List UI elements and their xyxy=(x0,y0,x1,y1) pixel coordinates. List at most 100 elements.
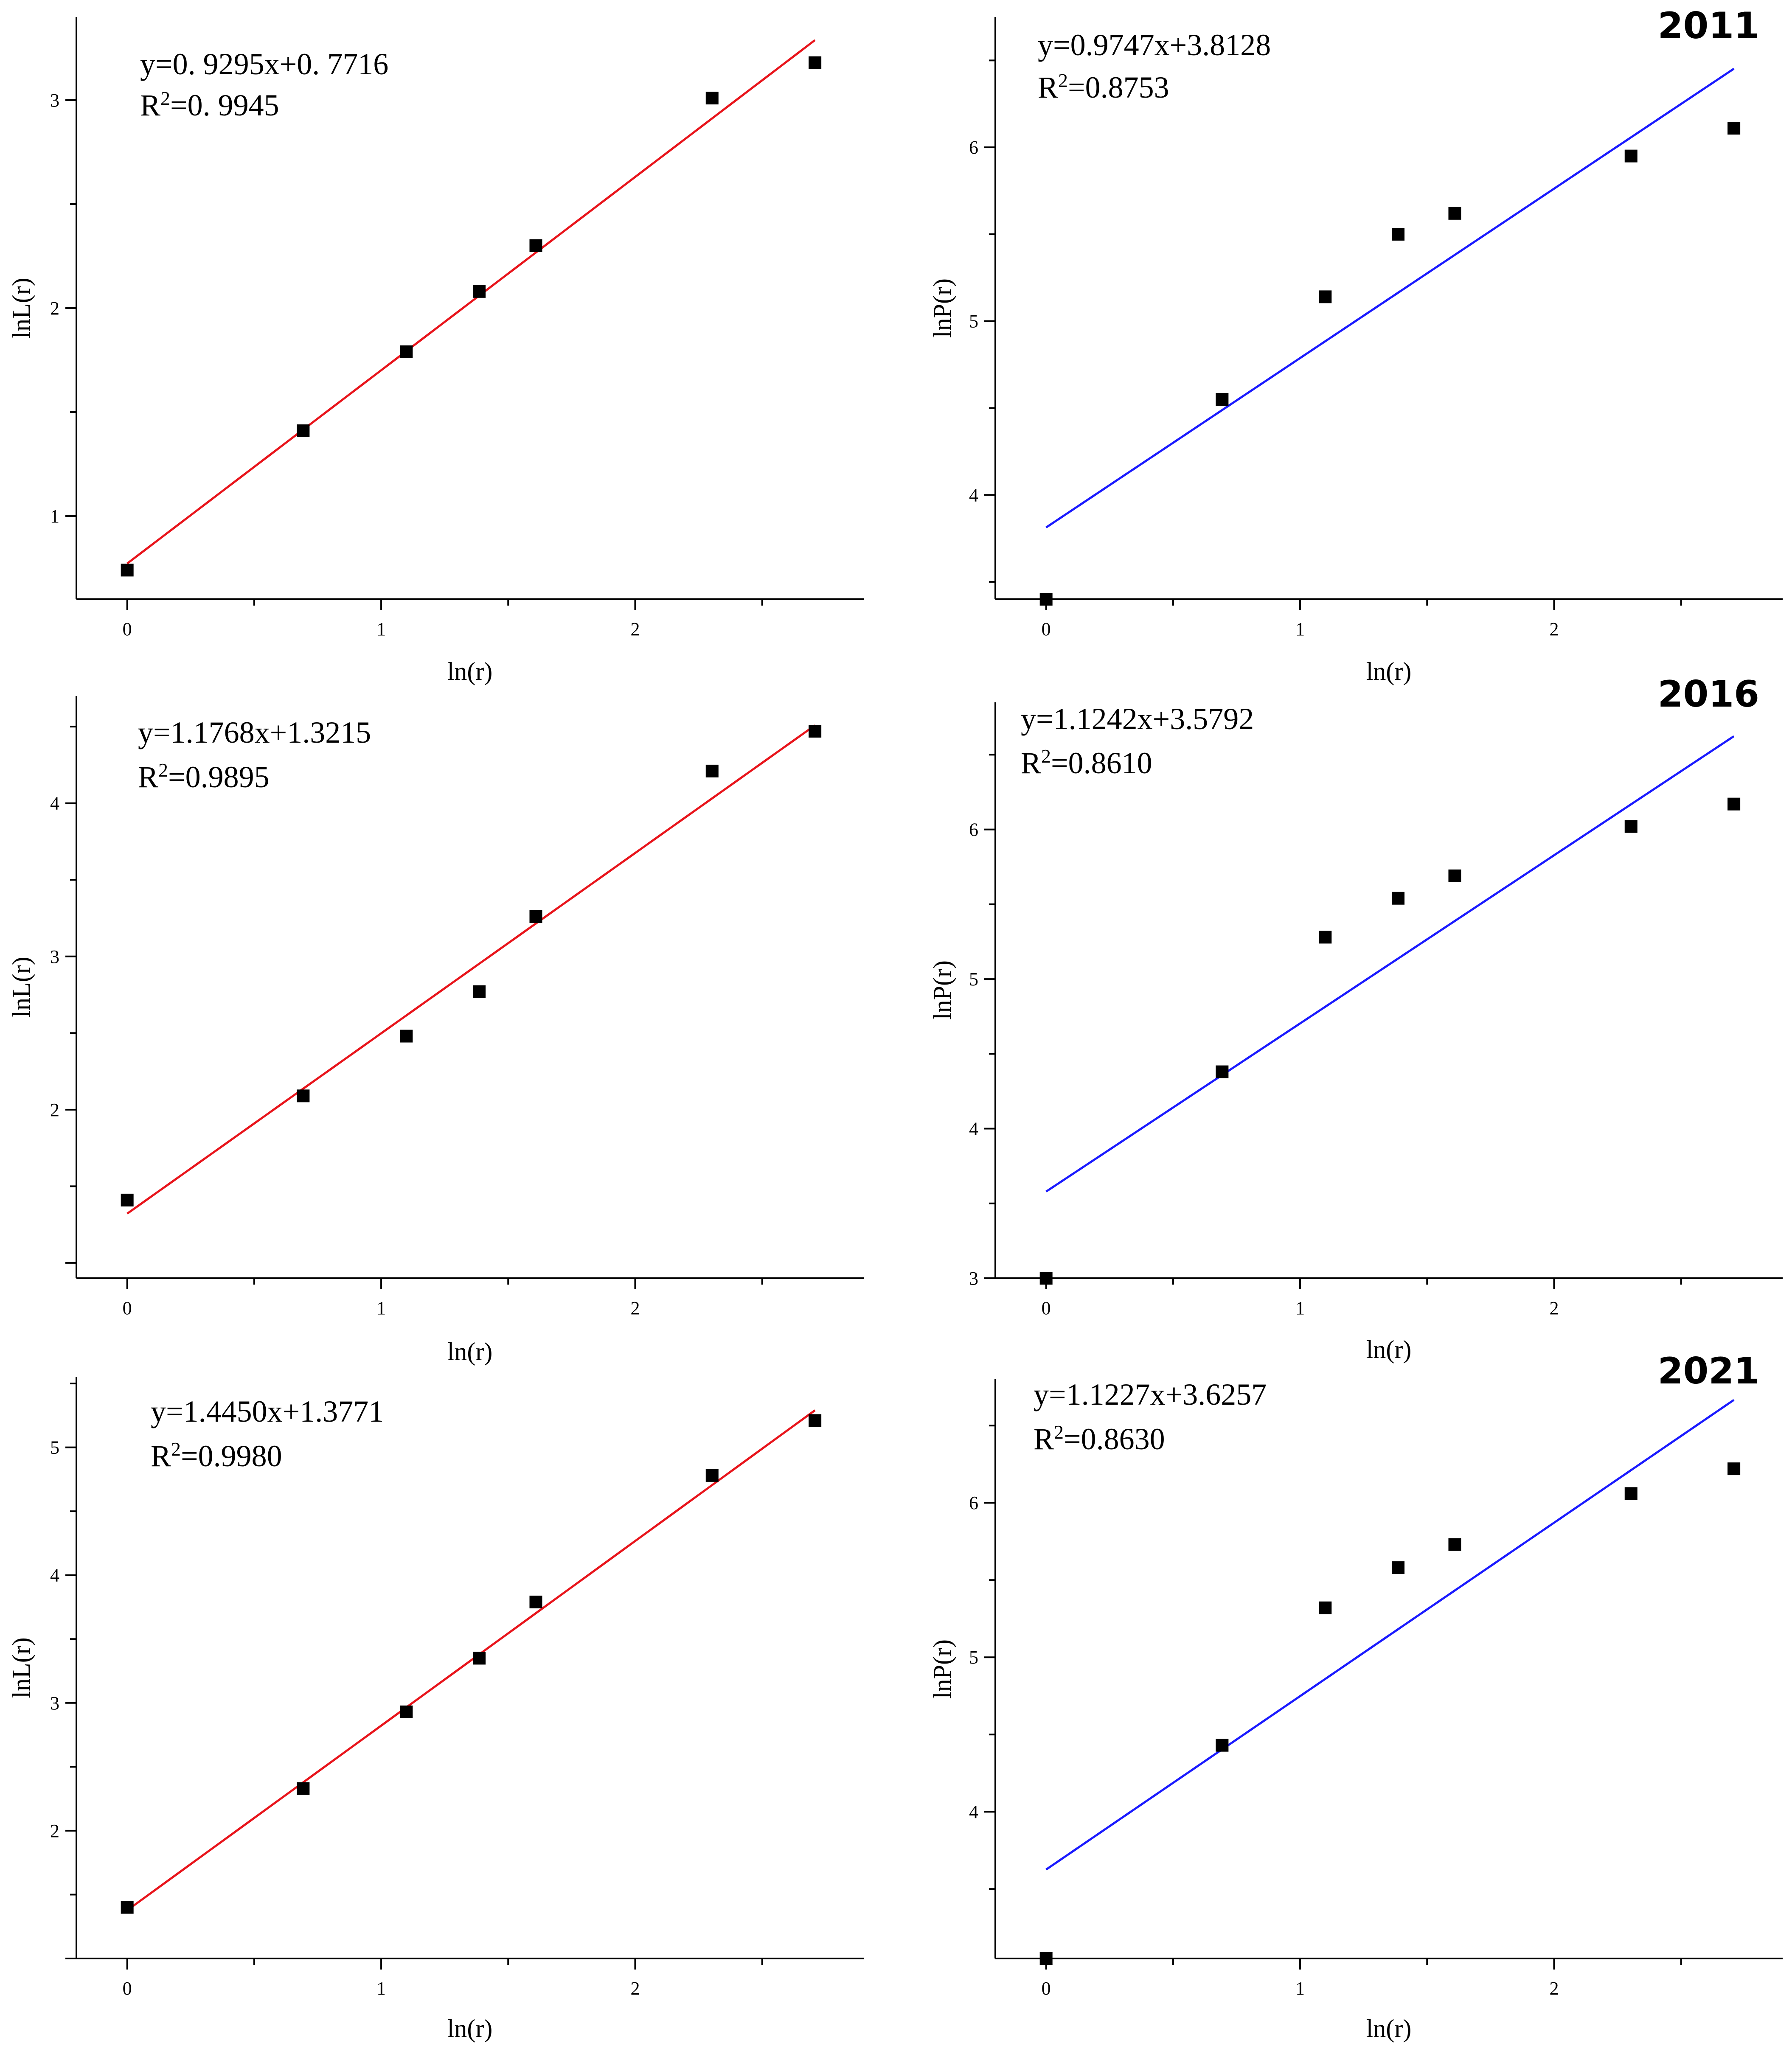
r2-prefix: R xyxy=(1021,746,1041,780)
r-squared: R2=0.8630 xyxy=(1034,1421,1165,1456)
y-axis-title: lnP(r) xyxy=(928,278,956,338)
y-tick-label: 4 xyxy=(50,1565,59,1586)
r2-superscript: 2 xyxy=(1041,745,1051,767)
data-point xyxy=(1319,1601,1332,1614)
x-tick-label: 2 xyxy=(630,1298,640,1319)
year-label: 2021 xyxy=(1658,1350,1759,1392)
panel-lnL-top: y=0. 9295x+0. 7716 R2=0. 9945 ln(r) lnL(… xyxy=(7,17,864,685)
data-point xyxy=(1319,931,1332,944)
data-point xyxy=(473,285,486,298)
x-axis-title: ln(r) xyxy=(447,657,493,685)
fit-equation: y=1.1768x+1.3215 xyxy=(138,715,371,749)
r-squared: R2=0.9980 xyxy=(151,1438,282,1473)
y-tick-label: 3 xyxy=(50,946,59,967)
fit-equation: y=1.1242x+3.5792 xyxy=(1021,702,1254,736)
panel-lnL-bottom: y=1.4450x+1.3771 R2=0.9980 ln(r) lnL(r) … xyxy=(7,1377,864,2043)
panel-lnP-2021: 2021 y=1.1227x+3.6257 R2=0.8630 ln(r) ln… xyxy=(928,1350,1783,2043)
data-point xyxy=(297,1089,310,1103)
fit-line xyxy=(1045,67,1735,529)
x-tick-label: 1 xyxy=(1295,1298,1305,1319)
data-point xyxy=(1624,820,1638,833)
x-tick-label: 2 xyxy=(630,1978,640,1999)
data-point xyxy=(705,92,719,105)
fit-line xyxy=(126,1409,816,1911)
r2-prefix: R xyxy=(138,760,158,794)
data-point xyxy=(297,1782,310,1795)
r2-value: =0. 9945 xyxy=(170,88,279,122)
panel-lnL-middle: y=1.1768x+1.3215 R2=0.9895 ln(r) lnL(r) … xyxy=(7,696,864,1366)
y-tick-label: 3 xyxy=(50,1693,59,1714)
y-tick-label: 4 xyxy=(969,1119,978,1139)
data-point xyxy=(1216,393,1229,406)
r-squared: R2=0.8753 xyxy=(1038,70,1169,105)
y-tick-label: 1 xyxy=(50,506,59,527)
x-axis-title: ln(r) xyxy=(1366,2015,1412,2043)
data-point xyxy=(1039,1272,1053,1285)
y-tick-label: 5 xyxy=(969,969,978,990)
x-tick-label: 2 xyxy=(630,619,640,640)
r2-superscript: 2 xyxy=(1054,1421,1064,1443)
r-squared: R2=0.8610 xyxy=(1021,745,1152,780)
y-tick-label: 2 xyxy=(50,298,59,319)
r2-value: =0.9895 xyxy=(168,760,270,794)
data-point xyxy=(1624,149,1638,163)
data-point xyxy=(1448,869,1461,882)
y-axis-title: lnP(r) xyxy=(928,1639,956,1699)
data-point xyxy=(1727,797,1741,811)
x-tick-label: 1 xyxy=(1295,619,1305,640)
data-point xyxy=(473,1652,486,1665)
r2-prefix: R xyxy=(1034,1422,1054,1456)
data-point xyxy=(529,239,542,252)
data-point xyxy=(1727,122,1741,135)
y-axis-title: lnP(r) xyxy=(928,960,956,1020)
r2-superscript: 2 xyxy=(160,87,170,109)
x-tick-label: 0 xyxy=(123,1298,132,1319)
y-tick-label: 6 xyxy=(969,137,978,158)
x-axis-title: ln(r) xyxy=(447,1338,493,1366)
y-axis-title: lnL(r) xyxy=(7,278,35,338)
data-point xyxy=(1624,1487,1638,1500)
y-tick-label: 5 xyxy=(969,1647,978,1668)
x-tick-label: 0 xyxy=(1042,1978,1051,1999)
panel-lnP-2016: 2016 y=1.1242x+3.5792 R2=0.8610 ln(r) ln… xyxy=(928,673,1783,1364)
year-label: 2011 xyxy=(1658,5,1759,47)
y-tick-label: 5 xyxy=(969,311,978,332)
y-tick-label: 4 xyxy=(969,1801,978,1822)
x-tick-label: 2 xyxy=(1549,619,1559,640)
data-point xyxy=(121,1193,134,1206)
data-point xyxy=(400,345,413,358)
y-tick-label: 4 xyxy=(969,485,978,505)
r2-prefix: R xyxy=(140,88,160,122)
data-point xyxy=(1039,593,1053,606)
r2-superscript: 2 xyxy=(171,1438,181,1460)
year-label: 2016 xyxy=(1658,673,1759,715)
data-point xyxy=(809,725,822,738)
r2-value: =0.8753 xyxy=(1068,70,1169,104)
y-tick-label: 5 xyxy=(50,1437,59,1458)
x-tick-label: 1 xyxy=(376,619,386,640)
x-tick-label: 0 xyxy=(1042,619,1051,640)
r2-value: =0.8610 xyxy=(1051,746,1152,780)
data-point xyxy=(705,764,719,777)
r2-prefix: R xyxy=(151,1439,171,1473)
data-point xyxy=(529,1595,542,1608)
data-point xyxy=(473,985,486,998)
r-squared: R2=0. 9945 xyxy=(140,87,279,123)
data-point xyxy=(400,1030,413,1043)
data-point xyxy=(297,424,310,438)
x-tick-label: 0 xyxy=(123,1978,132,1999)
data-point xyxy=(1319,290,1332,303)
fit-line xyxy=(126,39,816,564)
fit-equation: y=1.4450x+1.3771 xyxy=(151,1394,384,1428)
r2-value: =0.8630 xyxy=(1064,1422,1165,1456)
r-squared: R2=0.9895 xyxy=(138,759,270,794)
data-point xyxy=(121,564,134,577)
data-point xyxy=(1039,1952,1053,1965)
x-axis-title: ln(r) xyxy=(1366,1336,1412,1364)
data-point xyxy=(1392,892,1405,905)
data-point xyxy=(705,1469,719,1482)
data-point xyxy=(1448,207,1461,220)
y-tick-label: 6 xyxy=(969,1493,978,1513)
panel-lnP-2011: 2011 y=0.9747x+3.8128 R2=0.8753 ln(r) ln… xyxy=(928,5,1783,685)
